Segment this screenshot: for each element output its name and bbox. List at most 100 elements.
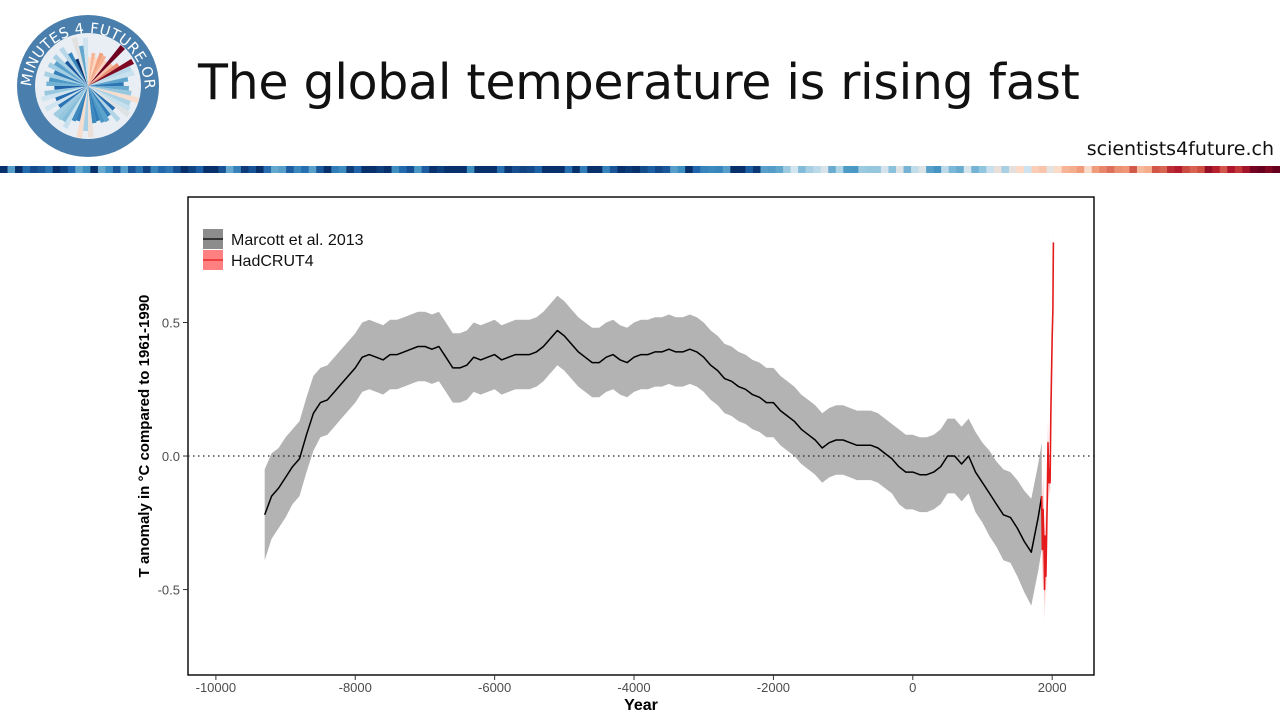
warming-stripe xyxy=(715,166,724,173)
warming-stripe xyxy=(15,166,24,173)
warming-stripe xyxy=(481,166,491,173)
warming-stripe xyxy=(956,166,965,173)
warming-stripe xyxy=(1091,166,1100,173)
logo-wedge xyxy=(71,86,88,122)
warming-stripe xyxy=(835,166,844,173)
warming-stripe xyxy=(903,166,912,173)
warming-stripe xyxy=(240,166,250,173)
warming-stripe xyxy=(512,166,521,173)
warming-stripe xyxy=(466,166,475,173)
warming-stripe xyxy=(798,166,807,173)
logo-wedge xyxy=(82,37,88,86)
warming-stripe xyxy=(542,166,551,173)
x-tick-label: -6000 xyxy=(478,680,511,695)
warming-stripe xyxy=(1099,166,1108,173)
logo-wedge xyxy=(88,86,130,91)
warming-stripe xyxy=(504,166,513,173)
warming-stripe xyxy=(1182,166,1191,173)
warming-stripe xyxy=(1008,166,1018,173)
logo-wedge xyxy=(88,52,96,86)
warming-stripe xyxy=(850,166,859,173)
warming-stripe xyxy=(617,166,626,173)
logo-wedge xyxy=(43,71,88,86)
warming-stripe xyxy=(888,166,897,173)
y-tick-label: 0.0 xyxy=(162,449,180,464)
warming-stripe xyxy=(271,166,280,173)
logo-wedge xyxy=(55,86,88,102)
logo-wedge xyxy=(88,86,121,123)
warming-stripe xyxy=(594,166,603,173)
warming-stripe xyxy=(1031,166,1040,173)
warming-stripe xyxy=(602,166,611,173)
logo-wedge xyxy=(44,86,88,112)
warming-stripe xyxy=(1144,166,1153,173)
x-tick-label: -4000 xyxy=(617,680,650,695)
warming-stripes-bar xyxy=(0,166,1280,173)
warming-stripe xyxy=(112,166,122,173)
logo-wedge xyxy=(53,86,88,118)
warming-stripe xyxy=(948,166,957,173)
warming-stripe xyxy=(263,166,272,173)
warming-stripe xyxy=(813,166,822,173)
warming-stripe xyxy=(225,166,235,173)
series-line-hadcrut4 xyxy=(1040,242,1055,591)
warming-stripe xyxy=(1129,166,1138,173)
warming-stripe xyxy=(158,166,167,173)
x-tick-label: 0 xyxy=(909,680,916,695)
warming-stripe xyxy=(1189,166,1198,173)
warming-stripe xyxy=(429,166,438,173)
logo-wedge xyxy=(78,45,88,86)
logo-wedge xyxy=(88,65,132,86)
warming-stripe xyxy=(873,166,882,173)
warming-stripe xyxy=(308,166,317,173)
warming-stripe xyxy=(75,166,84,173)
logo-wedge xyxy=(52,54,88,86)
warming-stripe xyxy=(685,166,694,173)
warming-stripe xyxy=(1174,166,1183,173)
warming-stripe xyxy=(90,166,99,173)
warming-stripe xyxy=(1001,166,1010,173)
warming-stripe xyxy=(1152,166,1161,173)
legend-swatch-hadcrut4 xyxy=(203,250,223,270)
warming-stripe xyxy=(1084,166,1093,173)
warming-stripe xyxy=(1159,166,1168,173)
warming-stripe xyxy=(926,166,935,173)
warming-stripe xyxy=(323,166,332,173)
logo-wedge xyxy=(88,56,98,86)
warming-stripe xyxy=(97,166,107,173)
warming-stripe xyxy=(647,166,656,173)
warming-stripe xyxy=(880,166,890,173)
warming-stripe xyxy=(143,166,152,173)
logo-wedge xyxy=(88,86,116,111)
warming-stripe xyxy=(203,166,212,173)
warming-stripe xyxy=(1039,166,1048,173)
logo-wedge xyxy=(44,86,88,96)
warming-stripe xyxy=(60,166,69,173)
warming-stripe xyxy=(0,166,9,173)
warming-stripe xyxy=(700,166,709,173)
warming-stripe xyxy=(45,166,54,173)
warming-stripe xyxy=(986,166,995,173)
warming-stripe xyxy=(963,166,972,173)
logo-wedge xyxy=(88,86,140,104)
warming-stripe xyxy=(188,166,197,173)
logo-wedge xyxy=(88,60,108,86)
warming-stripe xyxy=(391,166,400,173)
warming-stripe xyxy=(843,166,852,173)
logo-wedge xyxy=(88,70,135,86)
warming-stripe xyxy=(1046,166,1055,173)
logo-wedge xyxy=(88,86,106,123)
warming-stripe xyxy=(406,166,415,173)
logo-wedge xyxy=(88,62,120,86)
warming-stripe xyxy=(399,166,408,173)
warming-stripe xyxy=(1136,166,1146,173)
warming-stripe xyxy=(752,166,762,173)
x-tick-label: -2000 xyxy=(757,680,790,695)
warming-stripe xyxy=(993,166,1003,173)
warming-stripe xyxy=(1242,166,1251,173)
warming-stripe xyxy=(1114,166,1123,173)
plot-frame xyxy=(187,196,1095,676)
logo-wedge xyxy=(47,62,88,86)
warming-stripe xyxy=(971,166,980,173)
